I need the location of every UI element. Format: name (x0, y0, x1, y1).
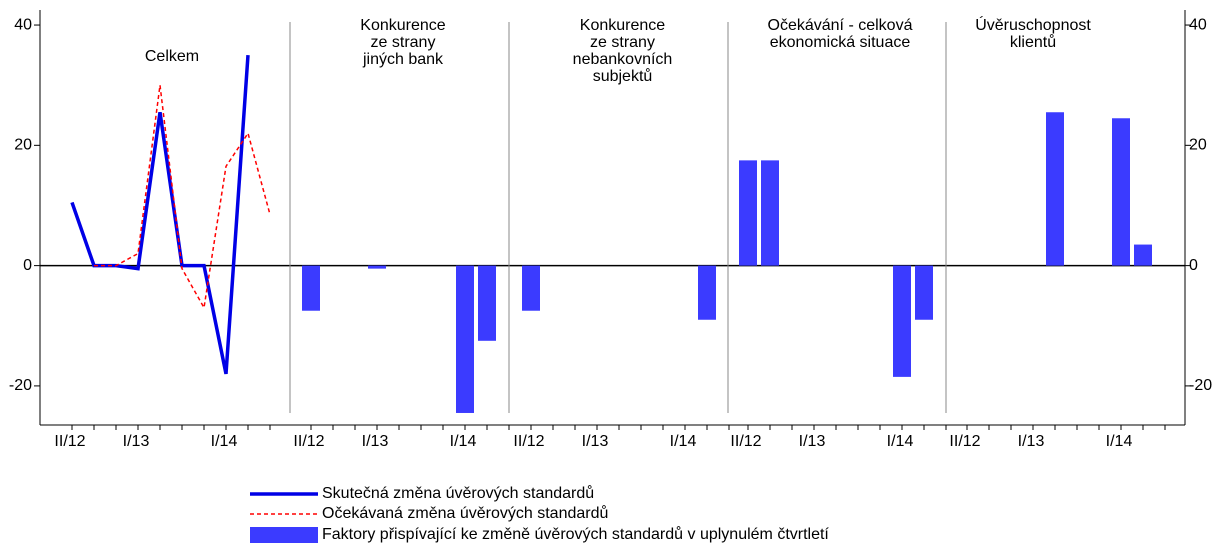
panel-title: jiných bank (362, 51, 444, 68)
bar (302, 265, 320, 311)
bar (1046, 112, 1064, 266)
panel-title: nebankovních (573, 51, 673, 68)
panel-title: ekonomická situace (770, 34, 911, 51)
panel-title: ze strany (590, 34, 655, 51)
y-tick-label: 20 (14, 137, 32, 154)
bar (915, 265, 933, 320)
bar (522, 265, 540, 311)
panel-title: Celkem (145, 48, 199, 65)
x-tick-label: I/13 (123, 433, 150, 450)
x-tick-label: I/13 (1018, 433, 1045, 450)
y-tick-label: 40 (14, 16, 32, 33)
y-tick-label: -20 (9, 377, 32, 394)
y2-tick-label: 40 (1189, 16, 1207, 33)
bar (478, 265, 496, 341)
bar (456, 265, 474, 413)
x-tick-label: II/12 (949, 433, 980, 450)
panel-title: subjektů (593, 67, 653, 85)
y2-tick-label: -20 (1189, 377, 1212, 394)
panel-title: Očekávání - celková (768, 17, 913, 34)
legend-label: Očekávaná změna úvěrových standardů (322, 504, 608, 522)
y2-tick-label: 20 (1189, 137, 1207, 154)
bar (739, 160, 757, 266)
x-tick-label: I/14 (450, 433, 477, 450)
x-tick-label: I/14 (670, 433, 697, 450)
x-tick-label: II/12 (730, 433, 761, 450)
x-tick-label: I/14 (211, 433, 238, 450)
x-tick-label: II/12 (513, 433, 544, 450)
panel-title: Úvěruschopnost (975, 15, 1091, 34)
x-tick-label: I/13 (582, 433, 609, 450)
bar (761, 160, 779, 266)
panel-title: klientů (1010, 33, 1056, 51)
x-tick-label: I/13 (799, 433, 826, 450)
y2-tick-label: 0 (1189, 257, 1198, 274)
x-tick-label: I/13 (362, 433, 389, 450)
legend-label: Faktory přispívající ke změně úvěrových … (322, 525, 829, 543)
panel-title: Konkurence (580, 17, 665, 34)
legend-swatch (250, 527, 318, 543)
legend-label: Skutečná změna úvěrových standardů (322, 484, 594, 502)
line-series (94, 85, 271, 310)
bar (698, 265, 716, 320)
bar (368, 265, 386, 269)
panel-title: ze strany (371, 34, 436, 51)
x-tick-label: I/14 (887, 433, 914, 450)
bar (893, 265, 911, 377)
line-series (70, 54, 250, 375)
x-tick-label: II/12 (54, 433, 85, 450)
bar (1134, 244, 1152, 266)
panel-title: Konkurence (360, 17, 445, 34)
y-tick-label: 0 (23, 257, 32, 274)
x-tick-label: II/12 (293, 433, 324, 450)
bar (1112, 118, 1130, 266)
x-tick-label: I/14 (1106, 433, 1133, 450)
